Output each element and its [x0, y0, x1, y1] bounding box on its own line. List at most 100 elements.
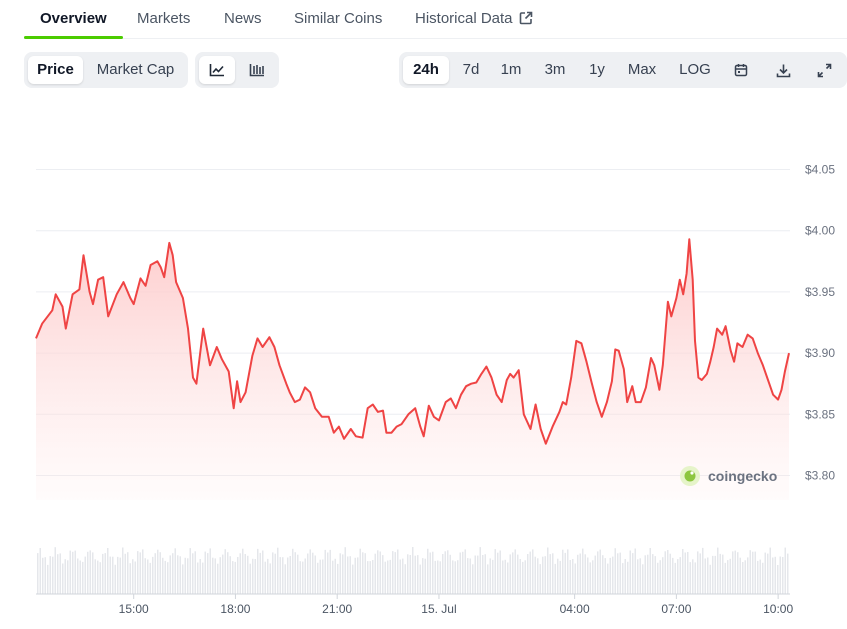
price-button[interactable]: Price	[28, 56, 83, 84]
volume-bar	[749, 550, 751, 594]
volume-bar	[72, 551, 74, 594]
volume-bar	[399, 559, 401, 594]
volume-bar	[412, 547, 414, 594]
volume-bar	[102, 553, 104, 594]
volume-bar	[339, 553, 341, 594]
volume-bar	[642, 564, 644, 594]
volume-bar	[197, 562, 199, 594]
tab-historical-data[interactable]: Historical Data	[415, 0, 533, 38]
volume-bar	[164, 560, 166, 594]
volume-bar	[442, 554, 444, 594]
volume-bar	[319, 559, 321, 594]
volume-bar	[364, 553, 366, 594]
volume-bar	[384, 561, 386, 594]
volume-bar	[372, 560, 374, 594]
gecko-logo-eye	[690, 471, 694, 475]
y-tick-label: $4.00	[805, 224, 835, 238]
volume-bar	[79, 560, 81, 594]
y-tick-label: $3.90	[805, 346, 835, 360]
volume-bar	[762, 562, 764, 594]
volume-bar	[684, 552, 686, 594]
volume-bar	[194, 551, 196, 594]
volume-bar	[719, 553, 721, 594]
volume-bar	[567, 549, 569, 594]
volume-bar	[287, 557, 289, 594]
x-tick-label: 18:00	[220, 602, 250, 616]
volume-bar	[734, 550, 736, 594]
tab-overview[interactable]: Overview	[24, 0, 123, 39]
volume-bar	[534, 556, 536, 594]
volume-bar	[579, 553, 581, 594]
volume-bar	[779, 556, 781, 594]
calendar-button[interactable]	[725, 56, 757, 84]
x-tick-label: 15:00	[119, 602, 149, 616]
volume-bar	[627, 561, 629, 594]
volume-bar	[54, 547, 56, 594]
volume-bar	[269, 563, 271, 594]
volume-bar	[94, 559, 96, 594]
volume-bar	[424, 558, 426, 594]
volume-bar	[552, 553, 554, 594]
volume-bar	[732, 551, 734, 594]
volume-bar	[404, 564, 406, 594]
volume-bar	[614, 548, 616, 594]
volume-bar	[527, 554, 529, 594]
tab-similar-coins[interactable]: Similar Coins	[294, 10, 383, 27]
volume-bar	[547, 547, 549, 594]
volume-bar	[692, 559, 694, 594]
volume-bar	[222, 554, 224, 594]
volume-bar	[707, 557, 709, 594]
volume-bar	[187, 558, 189, 594]
volume-bar	[257, 548, 259, 594]
range-max-button[interactable]: Max	[627, 61, 657, 78]
range-7d-button[interactable]: 7d	[462, 61, 480, 78]
volume-bar	[139, 552, 141, 594]
price-chart[interactable]: $4.05 $4.00 $3.95 $3.90 $3.85 $3.80 15:00 18:0…	[0, 100, 847, 629]
volume-bar	[659, 560, 661, 594]
coin-tabs: Overview Markets News Similar Coins Hist…	[24, 0, 847, 39]
volume-bar	[362, 552, 364, 594]
volume-bar	[437, 560, 439, 594]
y-tick-label: $3.80	[805, 469, 835, 483]
volume-bar	[589, 562, 591, 594]
volume-bar	[254, 559, 256, 594]
range-1m-button[interactable]: 1m	[500, 61, 522, 78]
volume-bar	[127, 552, 129, 594]
calendar-icon	[734, 64, 748, 77]
volume-bar	[134, 561, 136, 594]
market-cap-button[interactable]: Market Cap	[96, 61, 175, 78]
x-tick-label: 10:00	[763, 602, 793, 616]
volume-bar	[407, 554, 409, 594]
volume-bar	[214, 558, 216, 594]
log-scale-button[interactable]: LOG	[679, 61, 711, 78]
line-chart-button[interactable]	[199, 56, 235, 84]
x-tick-label: 04:00	[560, 602, 590, 616]
volume-bar	[727, 560, 729, 594]
volume-bar	[767, 553, 769, 594]
volume-bar	[419, 564, 421, 594]
volume-bar	[209, 548, 211, 594]
tab-markets[interactable]: Markets	[137, 10, 191, 27]
volume-bar	[569, 560, 571, 594]
volume-bar	[182, 564, 184, 594]
download-button[interactable]	[767, 56, 799, 84]
volume-bar	[507, 562, 509, 594]
range-24h-button[interactable]: 24h	[403, 56, 449, 84]
range-3m-button[interactable]: 3m	[544, 61, 566, 78]
fullscreen-button[interactable]	[808, 56, 840, 84]
volume-bar	[457, 560, 459, 594]
volume-bar	[682, 549, 684, 594]
tab-news[interactable]: News	[224, 10, 262, 27]
volume-bar	[132, 559, 134, 594]
volume-bar	[212, 557, 214, 594]
volume-bar	[497, 552, 499, 594]
volume-bar	[109, 556, 111, 594]
candlestick-button[interactable]	[239, 56, 275, 84]
volume-bar	[152, 556, 154, 594]
volume-bar	[502, 560, 504, 594]
volume-bar	[759, 559, 761, 594]
volume-bar	[524, 560, 526, 594]
range-1y-button[interactable]: 1y	[589, 61, 605, 78]
volume-bar	[114, 564, 116, 594]
volume-bar	[219, 557, 221, 594]
